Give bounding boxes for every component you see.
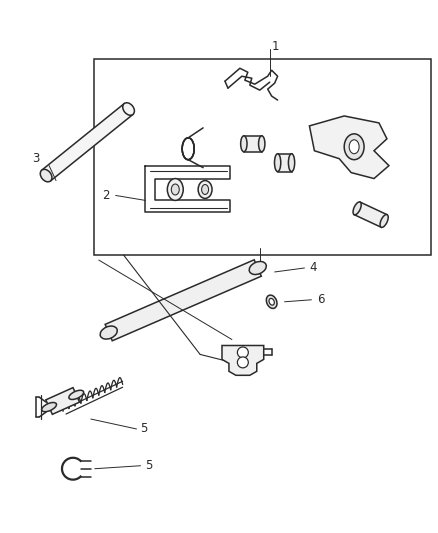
Polygon shape	[46, 387, 79, 414]
Ellipse shape	[343, 134, 363, 160]
Ellipse shape	[201, 184, 208, 195]
Polygon shape	[42, 103, 133, 181]
Ellipse shape	[69, 390, 84, 400]
Ellipse shape	[266, 295, 276, 309]
Polygon shape	[105, 260, 261, 341]
Ellipse shape	[249, 262, 266, 274]
Text: 5: 5	[145, 459, 152, 472]
Ellipse shape	[123, 103, 134, 115]
Ellipse shape	[198, 181, 212, 198]
Ellipse shape	[42, 402, 57, 411]
Circle shape	[237, 347, 248, 358]
Polygon shape	[222, 345, 263, 375]
Text: 1: 1	[271, 40, 279, 53]
Polygon shape	[243, 136, 261, 152]
Text: 5: 5	[140, 423, 148, 435]
Circle shape	[237, 357, 248, 368]
Text: 2: 2	[102, 189, 109, 202]
Text: 4: 4	[309, 262, 316, 274]
Ellipse shape	[348, 140, 358, 154]
Ellipse shape	[171, 184, 179, 195]
Ellipse shape	[240, 136, 247, 152]
Ellipse shape	[288, 154, 294, 172]
Ellipse shape	[100, 326, 117, 339]
Ellipse shape	[268, 298, 274, 305]
Text: 6: 6	[317, 293, 324, 306]
Polygon shape	[309, 116, 388, 179]
Polygon shape	[353, 202, 386, 227]
Ellipse shape	[274, 154, 280, 172]
Ellipse shape	[167, 179, 183, 200]
Ellipse shape	[258, 136, 264, 152]
Polygon shape	[277, 154, 291, 172]
Ellipse shape	[379, 214, 387, 228]
Ellipse shape	[352, 202, 360, 215]
Ellipse shape	[40, 169, 52, 182]
Text: 3: 3	[32, 152, 40, 165]
